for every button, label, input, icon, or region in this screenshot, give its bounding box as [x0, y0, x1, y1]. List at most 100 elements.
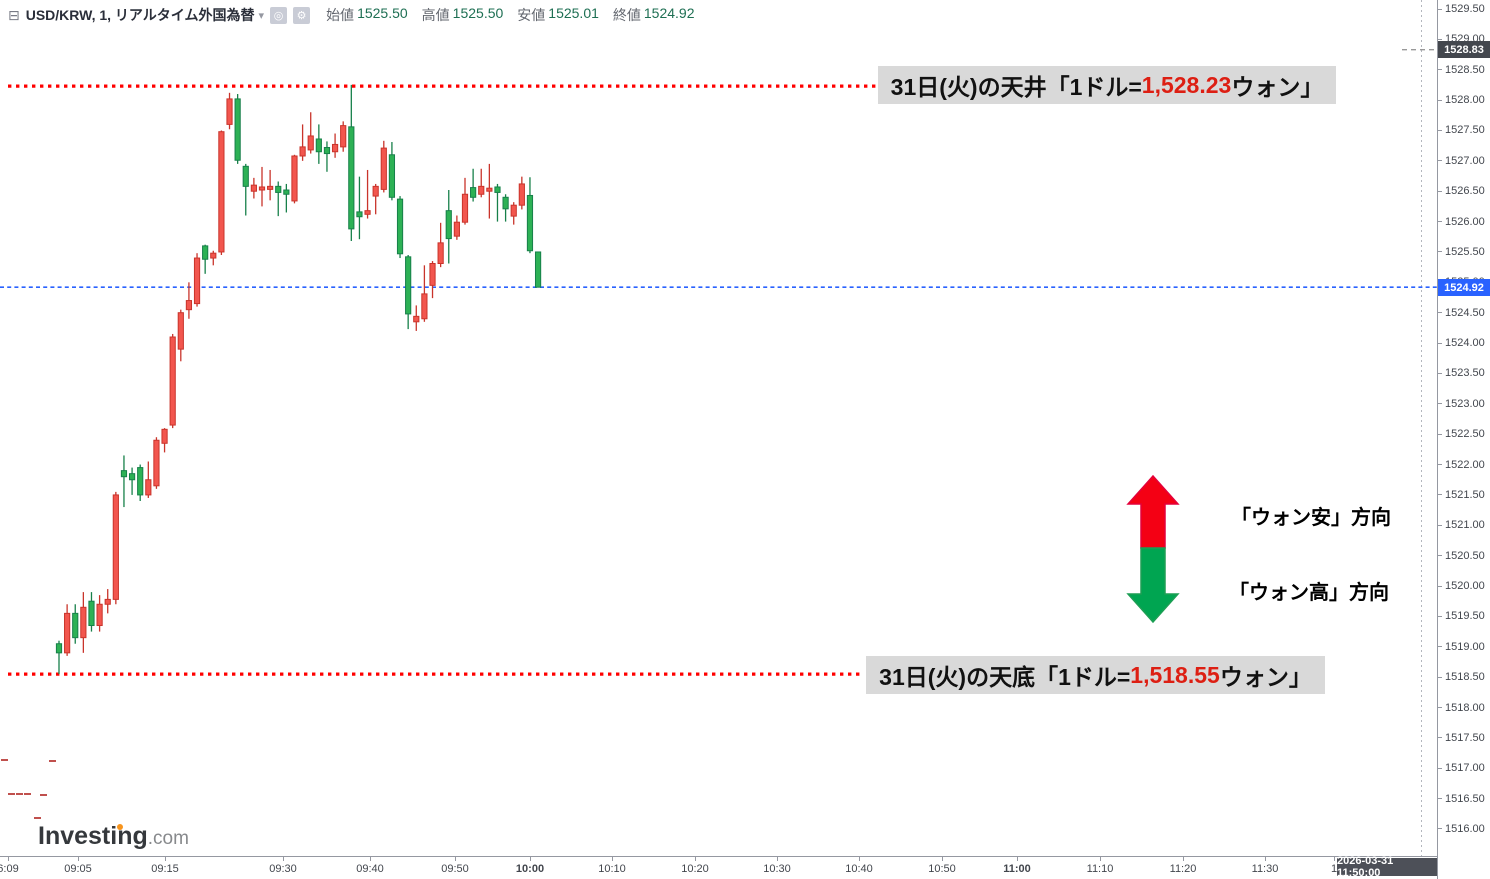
- open-value: 1525.50: [357, 5, 408, 21]
- logo-brand: Investing: [38, 822, 148, 850]
- stray-mark: [8, 793, 15, 795]
- down-arrow-green: [1126, 547, 1180, 624]
- time-tickmark: [942, 857, 943, 861]
- candle-body: [145, 479, 152, 496]
- high-label: 高値: [421, 7, 450, 23]
- time-tick-label: 09:50: [441, 863, 469, 875]
- stray-mark: [34, 817, 41, 819]
- logo-orange-dot: [117, 824, 123, 830]
- close-value: 1524.92: [643, 5, 695, 21]
- candle-body: [242, 165, 249, 187]
- time-axis[interactable]: 6:09 09:05 09:15 09:30 09:40 09:50 10:00 10:10 1…: [0, 856, 1490, 879]
- candle-body: [210, 252, 217, 259]
- time-tick-label: 09:30: [269, 863, 297, 875]
- price-tickmark: [1438, 69, 1442, 71]
- investing-logo: Investing .com: [38, 822, 189, 851]
- price-tickmark: [1438, 798, 1442, 800]
- time-tickmark: [859, 857, 860, 861]
- price-tick-label: 1523.50: [1445, 367, 1485, 380]
- open-label: 始値: [326, 7, 355, 23]
- time-tick-label: 09:40: [356, 863, 384, 875]
- candle-body: [161, 428, 168, 444]
- candle-body: [55, 643, 63, 654]
- price-tick-label: 1516.00: [1445, 822, 1485, 835]
- candle-body: [380, 147, 387, 190]
- gear-icon[interactable]: ⚙: [293, 6, 311, 24]
- price-tick-label: 1528.50: [1445, 63, 1485, 76]
- chevron-down-icon[interactable]: ▾: [258, 9, 265, 22]
- candle-body: [470, 187, 477, 198]
- price-tick-label: 1525.50: [1445, 245, 1485, 258]
- candle-body: [388, 154, 396, 198]
- chart-legend: ⊟ USD/KRW, 1, リアルタイム外国為替 ▾ ◎ ⚙ 始値 1525.50…: [8, 5, 695, 25]
- time-tick-label: 10:10: [598, 863, 626, 875]
- time-tickmark: [78, 857, 79, 861]
- time-tick-label: 10:00: [515, 863, 545, 875]
- ceiling-suffix: ウォン」: [1231, 74, 1324, 100]
- logo-domain: .com: [147, 828, 189, 849]
- price-tick-label: 1523.00: [1445, 397, 1485, 410]
- price-tick-label: 1517.00: [1445, 762, 1485, 775]
- price-tickmark: [1438, 737, 1442, 739]
- candle-body: [193, 257, 201, 305]
- time-tick-label: 09:05: [64, 863, 92, 875]
- candle-body: [88, 600, 95, 627]
- high-marker-badge: 1528.83: [1438, 41, 1490, 58]
- visibility-icon[interactable]: ◎: [270, 6, 288, 24]
- price-tick-label: 1529.50: [1445, 3, 1485, 15]
- collapse-icon[interactable]: ⊟: [8, 6, 20, 23]
- time-tick-label: 1: [1330, 863, 1338, 875]
- candle-body: [153, 439, 160, 487]
- time-tick-label: 09:15: [151, 863, 179, 875]
- price-tick-label: 1524.00: [1445, 337, 1485, 350]
- candle-body: [478, 185, 485, 195]
- datetime-badge: 2026-03-31 11:50:00: [1337, 855, 1437, 879]
- time-tickmark: [1100, 857, 1101, 861]
- symbol-title[interactable]: USD/KRW, 1, リアルタイム外国為替: [25, 7, 255, 23]
- candle-body: [331, 143, 339, 153]
- candle-body: [348, 126, 355, 230]
- candlestick-chart[interactable]: [0, 0, 1437, 868]
- price-tick-label: 1527.00: [1445, 154, 1485, 167]
- low-label: 安値: [517, 7, 546, 23]
- candle-body: [218, 131, 225, 253]
- price-tick-label: 1522.50: [1445, 428, 1485, 441]
- candle-body: [185, 300, 193, 311]
- candle-body: [96, 603, 103, 627]
- won-strong-label: 「ウォン高」方向: [1229, 582, 1389, 604]
- candle-body: [534, 251, 542, 288]
- price-tickmark: [1438, 221, 1442, 223]
- price-tick-label: 1518.50: [1445, 671, 1485, 684]
- candle-body: [461, 193, 469, 223]
- time-tick-label: 11:00: [1003, 863, 1031, 875]
- time-tickmark: [8, 857, 9, 861]
- price-tick-label: 1526.00: [1445, 215, 1485, 228]
- time-tick-label: 10:50: [928, 863, 956, 875]
- time-tickmark: [530, 857, 531, 861]
- candle-body: [340, 125, 347, 148]
- price-tickmark: [1438, 646, 1442, 648]
- price-tick-label: 1522.00: [1445, 458, 1485, 471]
- candle-body: [486, 187, 493, 192]
- candle-body: [137, 467, 144, 496]
- price-tick-label: 1520.00: [1445, 580, 1485, 593]
- candle-body: [364, 210, 371, 215]
- price-tickmark: [1438, 828, 1442, 830]
- candle-body: [453, 221, 460, 237]
- low-value: 1525.01: [548, 5, 599, 21]
- candle-body: [112, 494, 119, 600]
- price-axis[interactable]: 1529.50 1529.00 1528.50 1528.00 1527.50 1527.…: [1437, 0, 1490, 879]
- candle-body: [356, 211, 363, 218]
- candle-body: [315, 138, 322, 153]
- ohlc-readout: 始値 1525.50 高値 1525.50 安値 1525.01 終値 1524.92: [326, 5, 694, 25]
- ceiling-value: 1,528.23: [1141, 71, 1232, 98]
- price-tick-label: 1521.00: [1445, 519, 1485, 532]
- price-tickmark: [1438, 464, 1442, 466]
- stray-mark: [40, 794, 47, 796]
- price-tickmark: [1438, 585, 1442, 587]
- time-tick-label: 10:20: [681, 863, 709, 875]
- price-tickmark: [1438, 251, 1442, 253]
- close-label: 終値: [612, 7, 641, 23]
- candle-body: [307, 135, 314, 151]
